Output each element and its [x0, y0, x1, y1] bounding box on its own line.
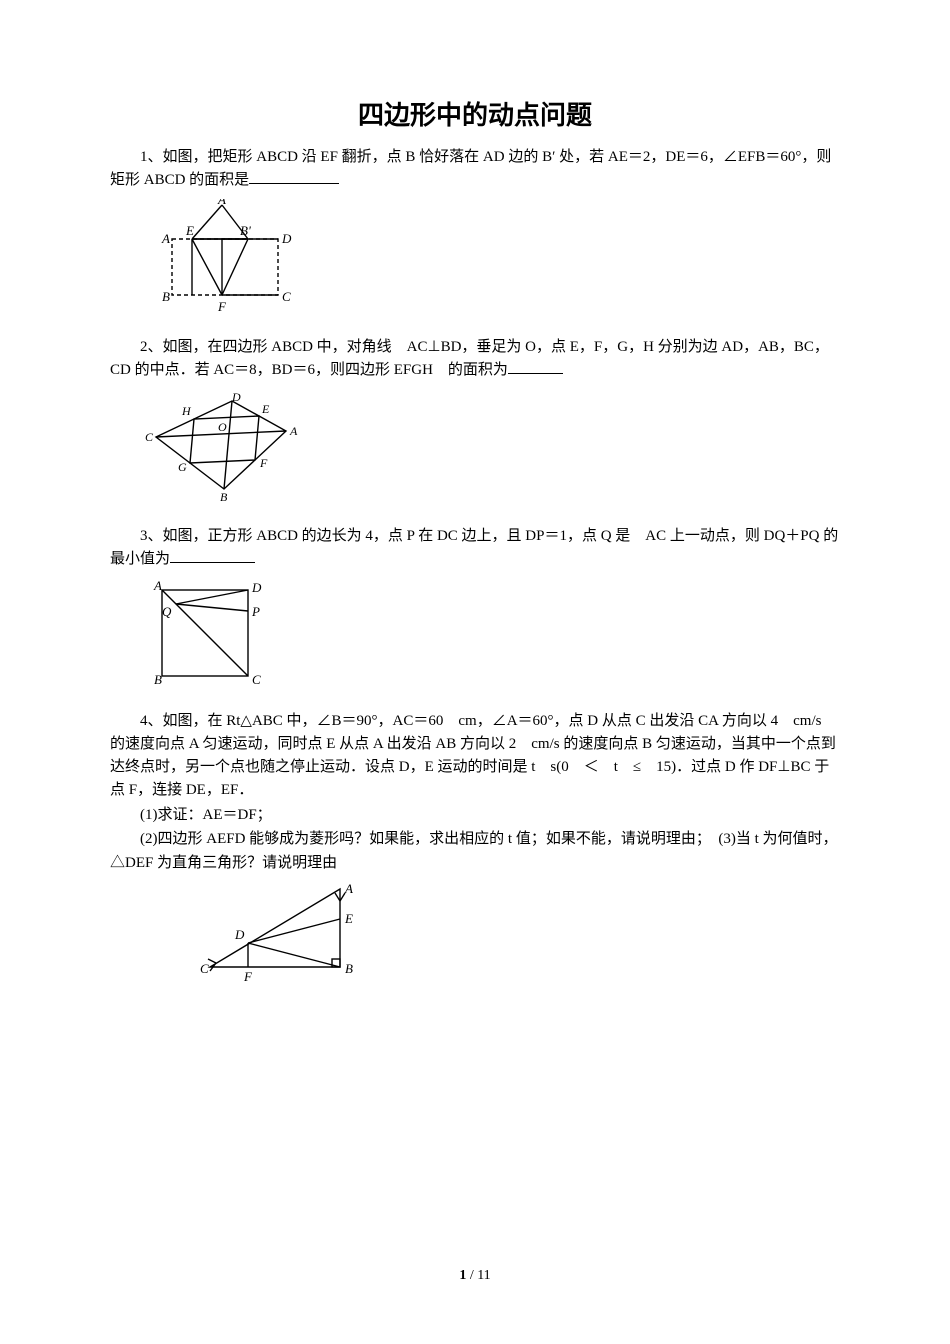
- page-title: 四边形中的动点问题: [110, 95, 840, 132]
- problem-2-figure: H D E C O A G F B: [140, 388, 840, 513]
- fig2-label-O: O: [218, 420, 227, 434]
- fig3-label-P: P: [251, 604, 260, 619]
- fig1-label-Bprime: B': [240, 223, 251, 238]
- fig2-label-D: D: [231, 390, 241, 404]
- problem-1-body: 1、如图，把矩形 ABCD 沿 EF 翻折，点 B 恰好落在 AD 边的 B′ …: [110, 149, 831, 188]
- problem-3: 3、如图，正方形 ABCD 的边长为 4，点 P 在 DC 边上，且 DP＝1，…: [110, 525, 840, 698]
- problem-4-figure: A D E C F B: [200, 881, 840, 996]
- fig1-label-D: D: [281, 231, 292, 246]
- page-separator: /: [466, 1268, 477, 1283]
- fig4-label-A: A: [344, 881, 353, 896]
- problem-4: 4、如图，在 Rt△ABC 中，∠B＝90°，AC＝60 cm，∠A＝60°，点…: [110, 710, 840, 996]
- fig2-label-F: F: [259, 456, 268, 470]
- fig1-label-A: A: [161, 231, 170, 246]
- problem-2-text: 2、如图，在四边形 ABCD 中，对角线 AC⊥BD，垂足为 O，点 E，F，G…: [110, 336, 840, 383]
- fig2-label-A: A: [289, 424, 298, 438]
- fig1-label-B: B: [162, 289, 170, 304]
- page-total: 11: [477, 1268, 490, 1283]
- fig3-label-D: D: [251, 580, 262, 595]
- fig3-label-A: A: [153, 578, 162, 593]
- fig3-label-Q: Q: [162, 604, 172, 619]
- problem-1-blank: [249, 183, 339, 184]
- fig1-label-E: E: [185, 223, 194, 238]
- fig4-label-F: F: [243, 969, 253, 984]
- fig1-label-F: F: [217, 299, 227, 314]
- problem-1-figure: A' A E B' D B F C: [140, 199, 840, 324]
- problem-4-sub1: (1)求证：AE＝DF；: [110, 803, 840, 827]
- problem-1: 1、如图，把矩形 ABCD 沿 EF 翻折，点 B 恰好落在 AD 边的 B′ …: [110, 146, 840, 324]
- fig1-label-Aprime: A': [217, 199, 229, 207]
- fig2-label-B: B: [220, 490, 228, 504]
- fig2-label-E: E: [261, 402, 270, 416]
- problem-3-text: 3、如图，正方形 ABCD 的边长为 4，点 P 在 DC 边上，且 DP＝1，…: [110, 525, 840, 572]
- fig4-label-E: E: [344, 911, 353, 926]
- problem-3-blank: [170, 562, 255, 563]
- problem-3-figure: A D Q P B C: [140, 578, 840, 698]
- fig3-label-B: B: [154, 672, 162, 687]
- fig3-label-C: C: [252, 672, 261, 687]
- page-footer: 1 / 11: [0, 1268, 950, 1284]
- problem-2-blank: [508, 373, 563, 374]
- problem-2-body: 2、如图，在四边形 ABCD 中，对角线 AC⊥BD，垂足为 O，点 E，F，G…: [110, 339, 829, 378]
- fig2-label-H: H: [181, 404, 192, 418]
- problem-4-sub2: (2)四边形 AEFD 能够成为菱形吗？如果能，求出相应的 t 值；如果不能，请…: [110, 827, 840, 875]
- problem-4-text: 4、如图，在 Rt△ABC 中，∠B＝90°，AC＝60 cm，∠A＝60°，点…: [110, 710, 840, 803]
- fig4-label-C: C: [200, 961, 209, 976]
- fig2-label-G: G: [178, 460, 187, 474]
- fig4-label-D: D: [234, 927, 245, 942]
- fig2-label-C: C: [145, 430, 154, 444]
- problem-2: 2、如图，在四边形 ABCD 中，对角线 AC⊥BD，垂足为 O，点 E，F，G…: [110, 336, 840, 514]
- fig4-label-B: B: [345, 961, 353, 976]
- problem-1-text: 1、如图，把矩形 ABCD 沿 EF 翻折，点 B 恰好落在 AD 边的 B′ …: [110, 146, 840, 193]
- fig1-label-C: C: [282, 289, 291, 304]
